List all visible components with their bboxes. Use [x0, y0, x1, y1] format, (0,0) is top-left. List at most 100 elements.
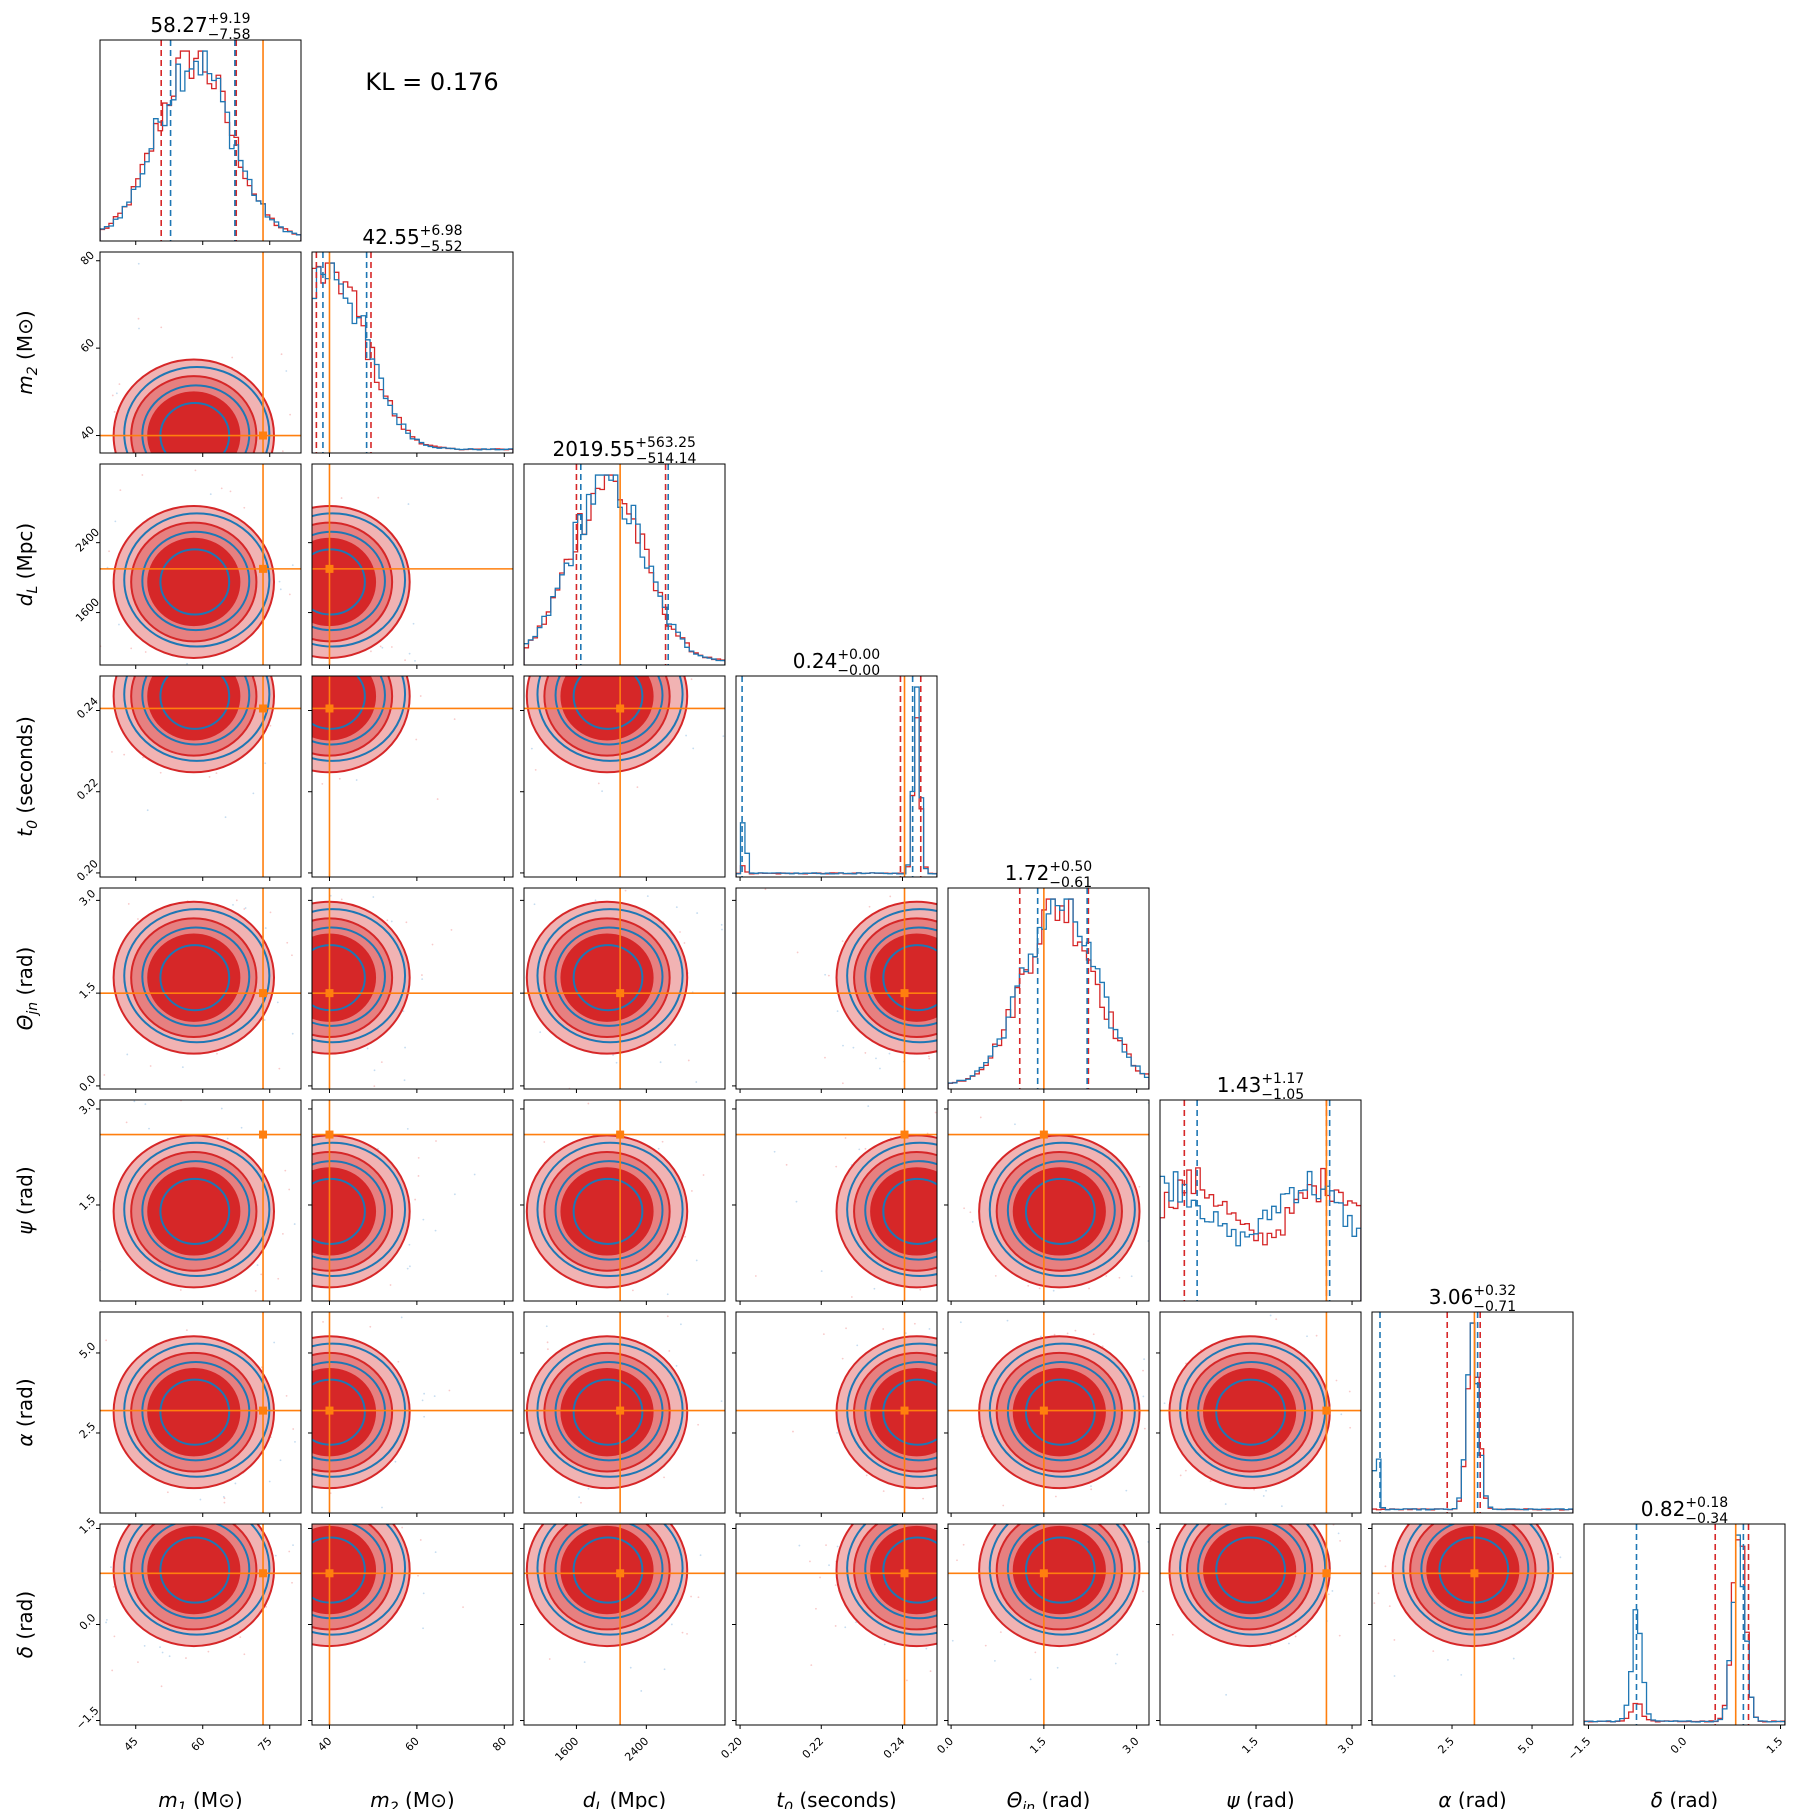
scatter-point	[1029, 1678, 1032, 1681]
scatter-point	[612, 1054, 614, 1056]
scatter-point	[631, 1289, 634, 1292]
scatter-point	[1211, 1197, 1213, 1199]
hist-panel-delta	[1584, 1524, 1785, 1725]
contour-b-mid	[312, 1524, 386, 1620]
scatter-point	[940, 991, 942, 993]
scatter-point	[1142, 1395, 1145, 1398]
scatter-point	[284, 638, 286, 640]
scatter-point	[397, 1360, 400, 1363]
contour-b-mid	[1006, 1160, 1116, 1261]
scatter-point	[134, 674, 136, 676]
scatter-point	[351, 1517, 353, 1519]
scatter-point	[414, 1198, 417, 1201]
scatter-point	[269, 911, 272, 914]
scatter-point	[226, 1137, 229, 1140]
scatter-point	[87, 487, 89, 489]
scatter-point	[159, 1646, 161, 1649]
scatter-point	[1002, 1504, 1005, 1507]
scatter-point	[419, 695, 422, 697]
scatter-point	[308, 555, 310, 557]
scatter-point	[845, 1327, 847, 1330]
scatter-point	[346, 1501, 348, 1503]
scatter-point	[272, 1020, 274, 1022]
scatter-point	[92, 659, 94, 661]
panel-m2-vs-theta_jn	[272, 888, 513, 1089]
scatter-point	[924, 1515, 926, 1517]
scatter-point	[267, 1497, 269, 1499]
contour-a-inner	[147, 1368, 241, 1457]
scatter-point	[1388, 1605, 1391, 1608]
scatter-point	[115, 392, 118, 395]
scatter-point	[133, 1100, 136, 1103]
scatter-point	[856, 1344, 859, 1347]
scatter-point	[836, 1010, 839, 1013]
scatter-point	[84, 398, 86, 400]
frame-2-1	[311, 463, 514, 666]
scatter-point	[446, 997, 448, 999]
scatter-point	[209, 475, 211, 477]
scatter-point	[1017, 1498, 1019, 1500]
scatter-point	[278, 580, 281, 583]
scatter-point	[684, 1235, 687, 1238]
scatter-point	[944, 1595, 946, 1597]
scatter-point	[809, 1560, 811, 1563]
scatter-point	[308, 773, 310, 775]
scatter-point	[835, 1165, 838, 1168]
scatter-point	[244, 907, 247, 909]
scatter-point	[1209, 1480, 1212, 1483]
scatter-point	[587, 1487, 590, 1490]
x-tick-label-alpha: 5.0	[1515, 1735, 1537, 1757]
scatter-point	[369, 1325, 372, 1328]
scatter-point	[286, 1431, 288, 1433]
hist-b-m1	[100, 50, 301, 241]
scatter-point	[1009, 918, 1011, 920]
scatter-point	[607, 652, 609, 654]
scatter-point	[287, 478, 289, 480]
scatter-point	[928, 1057, 931, 1060]
scatter-point	[265, 1138, 267, 1140]
scatter-point	[973, 1416, 975, 1418]
scatter-point	[349, 1085, 351, 1087]
scatter-point	[999, 1631, 1002, 1634]
frame-5-4	[947, 1099, 1150, 1302]
scatter-point	[291, 954, 293, 957]
scatter-point	[294, 1441, 296, 1443]
scatter-point	[270, 738, 272, 740]
scatter-point	[197, 481, 199, 483]
scatter-point	[160, 1307, 162, 1309]
contour-a-inner	[560, 1368, 654, 1457]
scatter-point	[406, 1267, 409, 1270]
scatter-point	[407, 503, 410, 505]
scatter-point	[795, 1200, 798, 1203]
contour-b-inner	[1215, 1378, 1286, 1446]
scatter-point	[952, 948, 954, 950]
scatter-point	[294, 1018, 296, 1020]
scatter-point	[110, 509, 112, 511]
x-tick-label-theta_jn: 3.0	[1120, 1735, 1142, 1757]
scatter-point	[580, 1501, 582, 1504]
scatter-point	[103, 1074, 106, 1076]
panel-m1-vs-m2	[84, 252, 301, 511]
truth-marker	[1322, 1406, 1331, 1415]
scatter-point	[944, 1218, 946, 1220]
scatter-point	[137, 317, 140, 320]
scatter-point	[1338, 1634, 1341, 1637]
frame-3-2	[523, 675, 726, 878]
scatter-point	[297, 607, 299, 609]
scatter-point	[144, 1103, 147, 1106]
scatter-point	[592, 620, 594, 622]
x-tick-label-m1: 75	[256, 1735, 275, 1754]
scatter-point	[78, 1123, 80, 1125]
scatter-point	[277, 1277, 280, 1280]
scatter-point	[291, 990, 293, 992]
scatter-point	[665, 1084, 667, 1086]
scatter-point	[754, 1275, 757, 1277]
scatter-point	[1031, 1499, 1033, 1501]
scatter-point	[879, 1520, 881, 1522]
scatter-point	[55, 1492, 57, 1494]
scatter-point	[757, 1302, 759, 1304]
scatter-point	[155, 493, 157, 495]
scatter-point	[289, 1238, 291, 1240]
scatter-point	[865, 1474, 868, 1477]
scatter-point	[168, 1655, 171, 1658]
